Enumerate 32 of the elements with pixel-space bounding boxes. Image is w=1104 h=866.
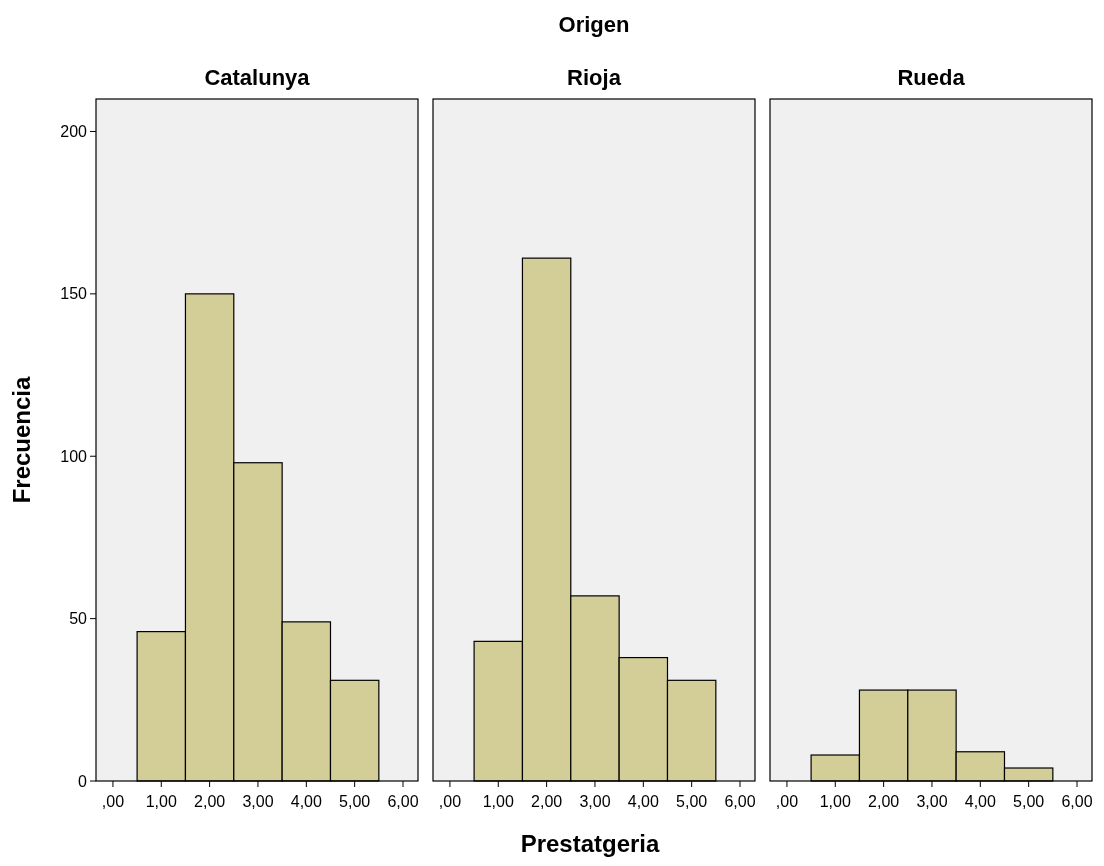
x-tick-label: 4,00 (627, 793, 659, 810)
chart-title: Rueda (897, 65, 966, 90)
x-tick-label: 1,00 (145, 793, 177, 810)
x-tick-label: ,00 (438, 793, 462, 810)
y-tick-label: 50 (69, 610, 88, 628)
x-tick-label: 6,00 (724, 793, 756, 810)
x-tick-label: 6,00 (1061, 793, 1093, 810)
x-tick-label: 5,00 (676, 793, 708, 810)
chart-title: Rioja (567, 65, 622, 90)
x-tick-label: 3,00 (242, 793, 274, 810)
x-tick-label: 5,00 (339, 793, 371, 810)
y-axis-title: Frecuencia (8, 375, 35, 504)
x-tick-label: 2,00 (868, 793, 900, 810)
x-tick-label: ,00 (775, 793, 799, 810)
x-tick-label: ,00 (101, 793, 125, 810)
text: Origen (558, 12, 630, 37)
x-tick-label: 3,00 (916, 793, 948, 810)
chart-title: Catalunya (204, 65, 311, 90)
x-tick-label: 4,00 (964, 793, 996, 810)
y-tick-label: 100 (60, 447, 88, 465)
y-tick-label: 200 (60, 123, 88, 141)
y-tick-label: 0 (78, 772, 88, 790)
x-tick-label: 1,00 (819, 793, 851, 810)
x-tick-label: 2,00 (531, 793, 563, 810)
x-tick-label: 4,00 (290, 793, 322, 810)
x-tick-label: 2,00 (194, 793, 226, 810)
y-tick-label: 150 (60, 285, 88, 303)
x-tick-label: 6,00 (387, 793, 419, 810)
x-axis-title: Prestatgeria (520, 830, 661, 857)
x-tick-label: 5,00 (1013, 793, 1045, 810)
x-tick-label: 3,00 (579, 793, 611, 810)
x-tick-label: 1,00 (482, 793, 514, 810)
